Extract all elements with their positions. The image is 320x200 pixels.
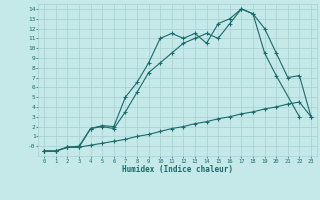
X-axis label: Humidex (Indice chaleur): Humidex (Indice chaleur) xyxy=(122,165,233,174)
